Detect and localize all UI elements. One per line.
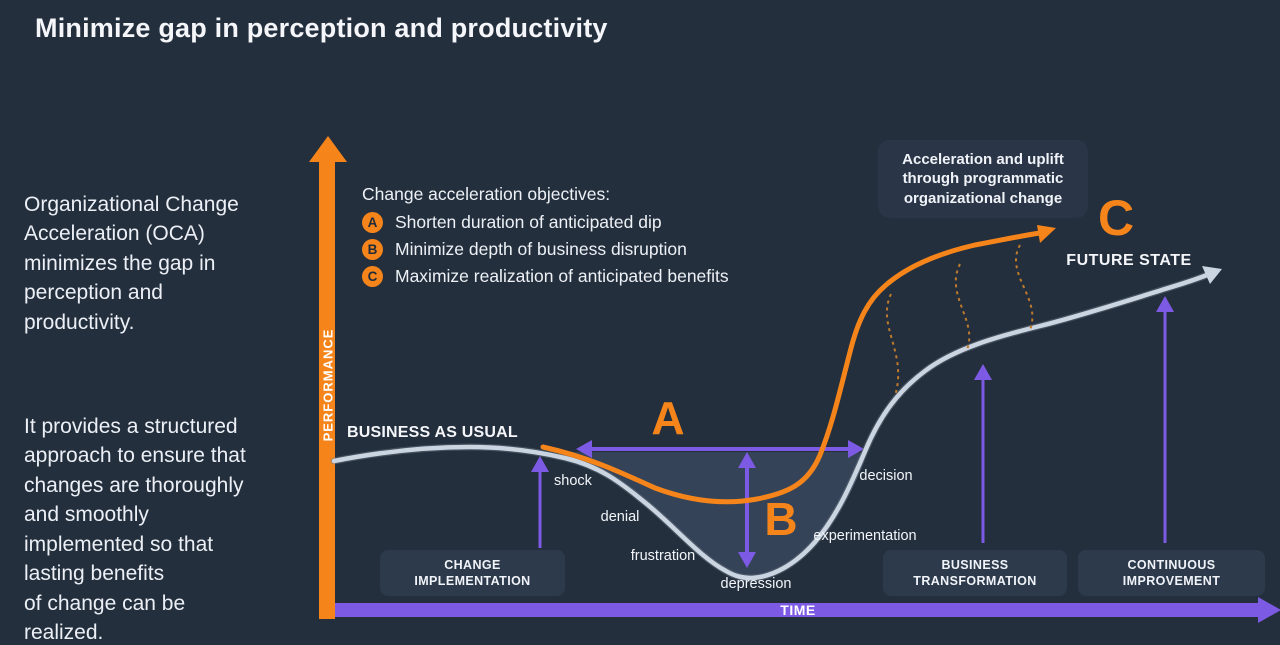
stage-label-frustration: frustration: [630, 548, 696, 564]
stage-label-depression: depression: [720, 576, 792, 592]
objectives-title: Change acceleration objectives:: [362, 184, 611, 204]
page-title: Minimize gap in perception and productiv…: [35, 13, 608, 43]
implementation-arrow: [531, 456, 549, 548]
stage-label-shock: shock: [554, 473, 592, 489]
change-curve-arrowhead: [1202, 266, 1222, 284]
time-axis: [335, 597, 1280, 623]
phase-box-continuous-improvement: CONTINUOUS IMPROVEMENT: [1078, 550, 1265, 596]
objective-b-text: Minimize depth of business disruption: [395, 239, 687, 259]
summary-text-block: Organizational Change Acceleration (OCA)…: [24, 160, 324, 645]
objective-item-a: A Shorten duration of anticipated dip: [362, 212, 729, 233]
improvement-arrow: [1156, 296, 1174, 543]
phase-box-change-implementation: CHANGE IMPLEMENTATION: [380, 550, 565, 596]
stage-label-experimentation: experimentation: [813, 528, 917, 544]
time-axis-label: TIME: [780, 602, 816, 618]
transformation-arrow: [974, 364, 992, 543]
objective-c-badge-icon: C: [362, 266, 383, 287]
objective-a-badge-icon: A: [362, 212, 383, 233]
objective-b-badge-icon: B: [362, 239, 383, 260]
objective-c-text: Maximize realization of anticipated bene…: [395, 266, 729, 286]
future-state-label: FUTURE STATE: [1066, 252, 1192, 269]
phase-box-business-transformation: BUSINESS TRANSFORMATION: [883, 550, 1067, 596]
acceleration-dashed-links: [885, 244, 1034, 397]
marker-c: C: [1097, 190, 1135, 246]
stage-label-decision: decision: [859, 468, 913, 484]
marker-b: B: [764, 493, 798, 545]
duration-span-arrow: [576, 440, 864, 458]
summary-paragraph-1: Organizational Change Acceleration (OCA)…: [24, 192, 239, 334]
stage-label-denial: denial: [600, 509, 640, 525]
change-curve: [330, 266, 1222, 582]
marker-a: A: [651, 392, 685, 444]
objective-item-b: B Minimize depth of business disruption: [362, 239, 729, 260]
objectives-legend: Change acceleration objectives: A Shorte…: [362, 184, 729, 287]
accelerated-curve-arrowhead: [1037, 225, 1056, 243]
objective-a-text: Shorten duration of anticipated dip: [395, 212, 662, 232]
acceleration-callout: Acceleration and uplift through programm…: [878, 140, 1088, 218]
summary-paragraph-2: It provides a structured approach to ens…: [24, 414, 246, 645]
depth-span-arrow: [738, 452, 756, 568]
performance-axis: [309, 136, 347, 619]
accelerated-curve: [540, 225, 1056, 505]
objective-item-c: C Maximize realization of anticipated be…: [362, 266, 729, 287]
performance-axis-label: PERFORMANCE: [320, 328, 336, 442]
business-as-usual-label: BUSINESS AS USUAL: [347, 424, 518, 441]
